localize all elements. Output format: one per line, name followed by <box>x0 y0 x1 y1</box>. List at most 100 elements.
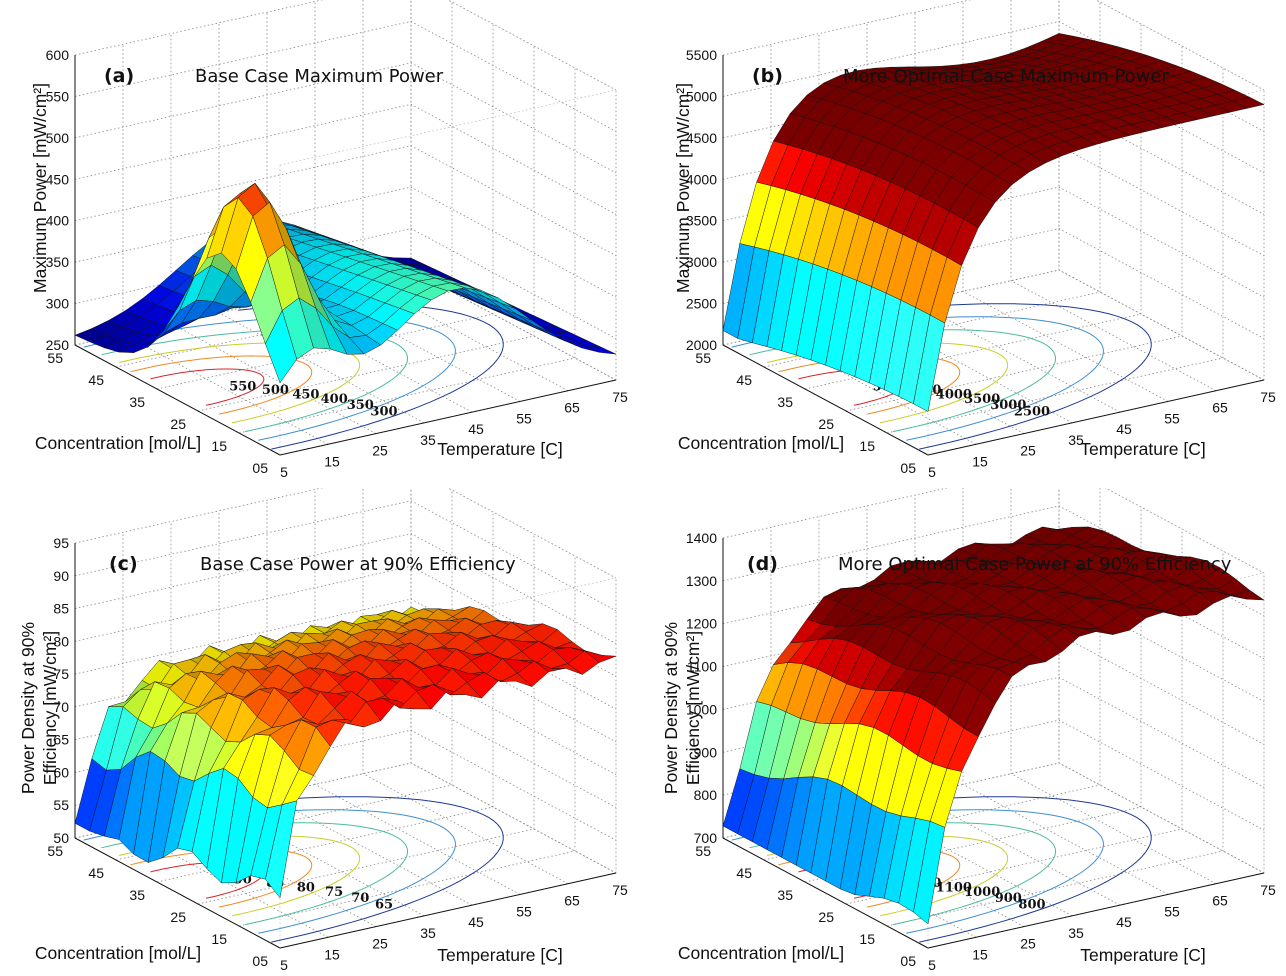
y-tick-label: 45 <box>88 865 104 881</box>
x-tick-label: 65 <box>564 893 580 909</box>
ticks-a: 2503003504004505005506005152535455565750… <box>46 47 628 480</box>
ygrid-line <box>845 529 1183 905</box>
contour-line <box>886 796 1152 943</box>
axis-edge <box>74 344 281 456</box>
z-axis-label-line1: Power Density at 90% <box>661 622 681 794</box>
x-axis-label: Temperature [C] <box>437 439 562 459</box>
panel-b: 2500300035004000450050002000250030003500… <box>643 0 1286 488</box>
y-axis-label: Concentration [mol/L] <box>35 433 201 453</box>
contour-label: 1000 <box>964 885 1000 900</box>
chart-title: Base Case Maximum Power <box>195 66 444 87</box>
contour-label: 450 <box>292 387 319 402</box>
ygrid-line <box>886 68 1224 434</box>
z-tick-label: 1400 <box>686 530 717 546</box>
zgrid-line <box>722 186 1265 298</box>
surface-facet <box>584 345 617 355</box>
x-tick-label: 55 <box>1164 903 1180 919</box>
y-tick-label: 05 <box>900 460 916 476</box>
zgrid-line <box>74 186 617 298</box>
contour-label: 80 <box>297 880 315 895</box>
contour-label: 65 <box>375 897 393 912</box>
contour-label: 4000 <box>936 387 972 402</box>
x-tick-label: 75 <box>612 882 628 898</box>
x-tick-label: 65 <box>564 400 580 416</box>
chart-title: Base Case Power at 90% Efficiency <box>200 554 516 575</box>
axis-edge <box>927 379 1265 456</box>
ticks-d: 7008009001000110012001300140051525354555… <box>686 530 1276 973</box>
y-tick-label: 45 <box>88 372 104 388</box>
y-tick-label: 35 <box>777 887 793 903</box>
x-tick-label: 5 <box>928 464 936 480</box>
panel-a: 300 350 400 450 500 550 250 300 350 400 450 500 550 6… <box>0 0 643 488</box>
contour-label: 400 <box>321 392 348 407</box>
surface-facet <box>584 650 617 663</box>
y-tick-label: 25 <box>170 909 186 925</box>
ygrid-line <box>804 24 1142 390</box>
x-tick-label: 45 <box>468 914 484 930</box>
surface-a <box>74 182 617 384</box>
contour-label: 70 <box>351 891 369 906</box>
z-axis-label-line2: Efficiency [mW/cm²] <box>40 631 60 785</box>
contour-label: 550 <box>229 380 256 395</box>
surface-b <box>722 33 1265 412</box>
x-tick-label: 5 <box>928 957 936 973</box>
x-tick-label: 75 <box>612 389 628 405</box>
xgrid-line <box>362 488 569 885</box>
x-tick-label: 35 <box>420 925 436 941</box>
contour-label: 1100 <box>936 880 972 895</box>
panel-c: 6570758085905055606570758085909551525354… <box>0 488 643 976</box>
z-tick-label: 55 <box>53 797 69 813</box>
y-tick-label: 25 <box>170 416 186 432</box>
y-tick-label: 05 <box>252 953 268 969</box>
contour-label: 500 <box>262 383 289 398</box>
z-tick-label: 350 <box>46 254 70 270</box>
contour-label: 75 <box>325 885 343 900</box>
chart-c: 6570758085905055606570758085909551525354… <box>18 488 628 973</box>
ygrid-line <box>845 46 1183 412</box>
zgrid-line <box>74 62 617 174</box>
x-tick-label: 55 <box>1164 410 1180 426</box>
axis-edge <box>279 379 617 456</box>
y-axis-label: Concentration [mol/L] <box>678 943 844 963</box>
contour-label: 2500 <box>1014 404 1050 419</box>
surface-facet <box>1231 96 1265 109</box>
xgrid-line <box>1010 0 1217 392</box>
surface-d <box>722 526 1265 925</box>
z-tick-label: 80 <box>53 633 69 649</box>
z-tick-label: 1100 <box>687 659 717 675</box>
z-axis-label: Maximum Power [mW/cm²] <box>30 83 50 293</box>
axis-edge-hidden <box>447 488 617 579</box>
contour-label: 350 <box>347 398 374 413</box>
z-tick-label: 60 <box>53 764 69 780</box>
z-tick-label: 600 <box>46 47 70 63</box>
x-tick-label: 65 <box>1212 893 1228 909</box>
contour-line <box>150 368 265 406</box>
panel-label: (b) <box>752 65 783 87</box>
x-tick-label: 75 <box>1260 389 1276 405</box>
ygrid-line <box>197 46 535 412</box>
x-tick-label: 45 <box>1116 421 1132 437</box>
y-tick-label: 55 <box>47 350 63 366</box>
contour-line <box>130 355 313 415</box>
x-tick-label: 5 <box>280 464 288 480</box>
z-tick-label: 75 <box>53 666 69 682</box>
y-tick-label: 15 <box>211 931 227 947</box>
y-tick-label: 15 <box>859 438 875 454</box>
x-tick-label: 15 <box>324 946 340 962</box>
z-tick-label: 4500 <box>686 130 717 146</box>
x-axis-label: Temperature [C] <box>1080 945 1205 965</box>
z-tick-label: 3500 <box>686 213 717 229</box>
y-tick-label: 55 <box>695 350 711 366</box>
zgrid-line <box>74 533 617 644</box>
contour-label: 800 <box>1018 897 1045 912</box>
contour-label: 3500 <box>964 392 1000 407</box>
x-tick-label: 25 <box>1020 936 1036 952</box>
axis-edge-hidden <box>1095 0 1265 91</box>
z-axis-label-line1: Power Density at 90% <box>18 622 38 794</box>
y-tick-label: 35 <box>777 394 793 410</box>
y-axis-label: Concentration [mol/L] <box>678 433 844 453</box>
z-tick-label: 95 <box>53 535 69 551</box>
ygrid-line <box>763 2 1101 368</box>
xgrid-line <box>314 489 521 895</box>
